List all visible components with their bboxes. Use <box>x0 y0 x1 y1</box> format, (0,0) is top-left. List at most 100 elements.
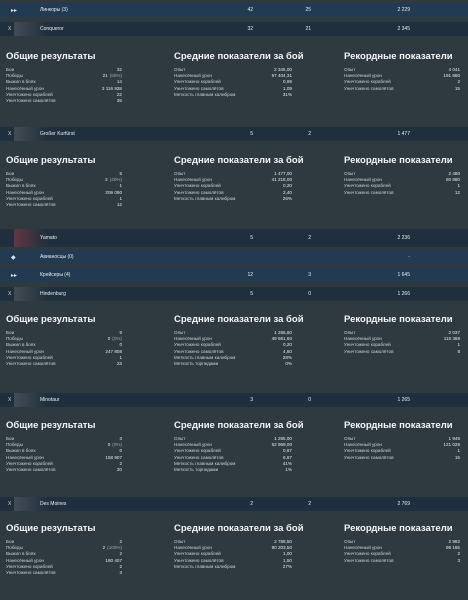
stat-main-battery-accuracy: Меткость главным калибром 41% <box>174 460 292 466</box>
ship-row-conqueror[interactable]: X Conqueror 32 21 2 345 <box>0 22 468 36</box>
stat-avg-damage: Нанесённый урон 97 404,31 <box>174 73 292 79</box>
stat-avg-damage: Нанесённый урон 52 969,00 <box>174 442 292 448</box>
row-wins: 2 <box>308 501 311 507</box>
row-avg-exp: - <box>408 254 410 260</box>
class-row-cruisers[interactable]: ▸▸ Крейсеры (4) 12 3 1 645 <box>0 268 468 282</box>
row-avg-exp: 2 345 <box>397 26 410 32</box>
stat-main-battery-accuracy: Меткость главным калибром 27% <box>174 563 292 569</box>
stat-battles: Бои 5 <box>6 171 122 176</box>
average-results-heading: Средние показатели за бой <box>174 314 304 325</box>
general-results-heading: Общие результаты <box>6 314 96 325</box>
stat-avg-damage: Нанесённый урон 49 561,60 <box>174 336 292 342</box>
stat-planes-destroyed: Уничтожено самолётов 12 <box>6 201 122 207</box>
record-results: Рекордные показатели Опыт 4 041 Нанесённы… <box>344 51 460 92</box>
stat-ships-destroyed: Уничтожено кораблей 2 <box>6 460 122 466</box>
average-results: Средние показатели за бой Опыт 1 265,00 Н… <box>174 420 304 473</box>
record-results: Рекордные показатели Опыт 1 946 Нанесённы… <box>344 420 460 461</box>
average-results: Средние показатели за бой Опыт 2 768,50 Н… <box>174 523 304 570</box>
average-results: Средние показатели за бой Опыт 1 477,00 Н… <box>174 155 304 202</box>
row-wins: 25 <box>305 7 311 13</box>
row-wins: 3 <box>308 272 311 278</box>
stat-avg-planes: Уничтожено самолётов 2,40 <box>174 189 292 195</box>
average-results: Средние показатели за бой Опыт 1 265,60 Н… <box>174 314 304 367</box>
average-results-heading: Средние показатели за бой <box>174 420 304 431</box>
ship-row-yamato[interactable]: Yamato 5 2 2 236 <box>0 229 468 247</box>
stat-avg-ships: Уничтожено кораблей 0,67 <box>174 448 292 454</box>
row-avg-exp: 2 229 <box>397 7 410 13</box>
row-wins: 0 <box>308 291 311 297</box>
stat-max-planes: Уничтожено самолётов 15 <box>344 85 460 91</box>
stat-avg-exp: Опыт 2 345,00 <box>174 67 292 72</box>
row-name: Minotaur <box>40 397 60 403</box>
row-name: Линкоры (3) <box>40 7 68 13</box>
row-battles: 32 <box>247 26 253 32</box>
average-results-heading: Средние показатели за бой <box>174 155 304 166</box>
stat-wins: Победы 0 (0%) <box>6 442 122 448</box>
ship-row-grosser-kurfurst[interactable]: X Großer Kurfürst 5 2 1 477 <box>0 127 468 141</box>
battleship-class-icon: ▸▸ <box>11 7 18 14</box>
stat-avg-exp: Опыт 1 477,00 <box>174 171 292 176</box>
stat-planes-destroyed: Уничтожено самолётов 3 <box>6 569 122 575</box>
stat-avg-ships: Уничтожено кораблей 0,20 <box>174 342 292 348</box>
row-wins: 2 <box>308 235 311 241</box>
stat-max-exp: Опыт 4 041 <box>344 67 460 72</box>
record-results: Рекордные показатели Опыт 2 982 Нанесённы… <box>344 523 460 564</box>
stat-damage: Нанесённый урон 206 090 <box>6 189 122 195</box>
stat-survived: Выжил в боях 2 <box>6 551 122 557</box>
stat-max-planes: Уничтожено самолётов 3 <box>344 557 460 563</box>
stat-avg-planes: Уничтожено самолётов 1,09 <box>174 85 292 91</box>
tier-label: X <box>8 501 12 507</box>
class-row-carriers[interactable]: ◆ Авианосцы (0) - <box>0 250 468 264</box>
record-results-heading: Рекордные показатели <box>344 314 453 325</box>
row-battles: 5 <box>250 235 253 241</box>
stat-avg-ships: Уничтожено кораблей 0,69 <box>174 79 292 85</box>
stat-avg-exp: Опыт 1 265,00 <box>174 436 292 441</box>
stat-avg-exp: Опыт 2 768,50 <box>174 539 292 544</box>
row-name: Conqueror <box>40 26 64 32</box>
stat-wins: Победы 2 (40%) <box>6 177 122 183</box>
stat-planes-destroyed: Уничтожено самолётов 35 <box>6 97 122 103</box>
cruiser-class-icon: ▸▸ <box>11 272 18 279</box>
stat-survived: Выжил в боях 0 <box>6 342 122 348</box>
row-name: Авианосцы (0) <box>40 254 74 260</box>
ship-image <box>14 229 48 247</box>
row-avg-exp: 1 266 <box>397 291 410 297</box>
stat-damage: Нанесённый урон 158 907 <box>6 454 122 460</box>
stat-max-exp: Опыт 2 037 <box>344 330 460 335</box>
class-row-battleships[interactable]: ▸▸ Линкоры (3) 42 25 2 229 <box>0 3 468 17</box>
stat-max-damage: Нанесённый урон 116 368 <box>344 336 460 342</box>
stat-avg-ships: Уничтожено кораблей 1,00 <box>174 551 292 557</box>
stat-max-ships: Уничтожено кораблей 1 <box>344 342 460 348</box>
stat-max-planes: Уничтожено самолётов 15 <box>344 454 460 460</box>
general-results: Общие результаты Бои 5 Победы 2 (40%) Выжил… <box>6 155 122 208</box>
general-results-heading: Общие результаты <box>6 155 96 166</box>
stat-battles: Бои 32 <box>6 67 122 72</box>
record-results-heading: Рекордные показатели <box>344 51 453 62</box>
carrier-class-icon: ◆ <box>11 254 16 261</box>
ship-image <box>14 127 48 141</box>
average-results-heading: Средние показатели за бой <box>174 523 304 534</box>
stat-battles: Бои 5 <box>6 330 122 335</box>
stat-battles: Бои 3 <box>6 436 122 441</box>
row-battles: 2 <box>250 501 253 507</box>
row-name: Hindenburg <box>40 291 66 297</box>
tier-label: X <box>8 291 12 297</box>
general-results: Общие результаты Бои 3 Победы 0 (0%) Выжил … <box>6 420 122 473</box>
row-name: Крейсеры (4) <box>40 272 71 278</box>
ship-row-minotaur[interactable]: X Minotaur 3 0 1 265 <box>0 393 468 407</box>
row-avg-exp: 1 265 <box>397 397 410 403</box>
stat-avg-damage: Нанесённый урон 90 203,50 <box>174 545 292 551</box>
row-battles: 12 <box>247 272 253 278</box>
ship-image <box>14 497 48 511</box>
stat-planes-destroyed: Уничтожено самолётов 20 <box>6 466 122 472</box>
tier-label: X <box>8 26 12 32</box>
tier-label: X <box>8 397 12 403</box>
general-results-heading: Общие результаты <box>6 51 96 62</box>
general-results-heading: Общие результаты <box>6 523 96 534</box>
ship-row-hindenburg[interactable]: X Hindenburg 5 0 1 266 <box>0 287 468 301</box>
record-results-heading: Рекордные показатели <box>344 523 453 534</box>
ship-row-des-moines[interactable]: X Des Moines 2 2 2 769 <box>0 497 468 511</box>
general-results-heading: Общие результаты <box>6 420 96 431</box>
stat-ships-destroyed: Уничтожено кораблей 22 <box>6 91 122 97</box>
row-wins: 2 <box>308 131 311 137</box>
